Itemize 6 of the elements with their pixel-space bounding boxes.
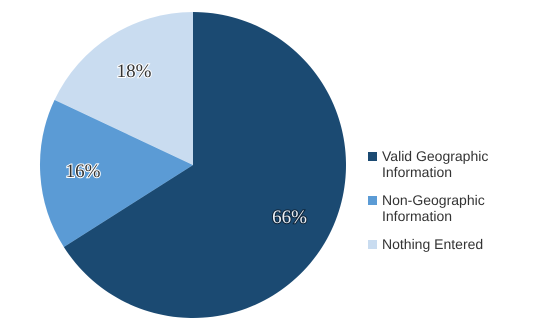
legend-label: Nothing Entered [382, 236, 484, 252]
legend-label: Valid Geographic Information [382, 148, 490, 180]
legend-label: Non-Geographic Information [382, 192, 486, 224]
data-label: 66% [272, 207, 308, 228]
data-label: 16% [66, 160, 101, 182]
data-label: 18% [116, 60, 152, 82]
